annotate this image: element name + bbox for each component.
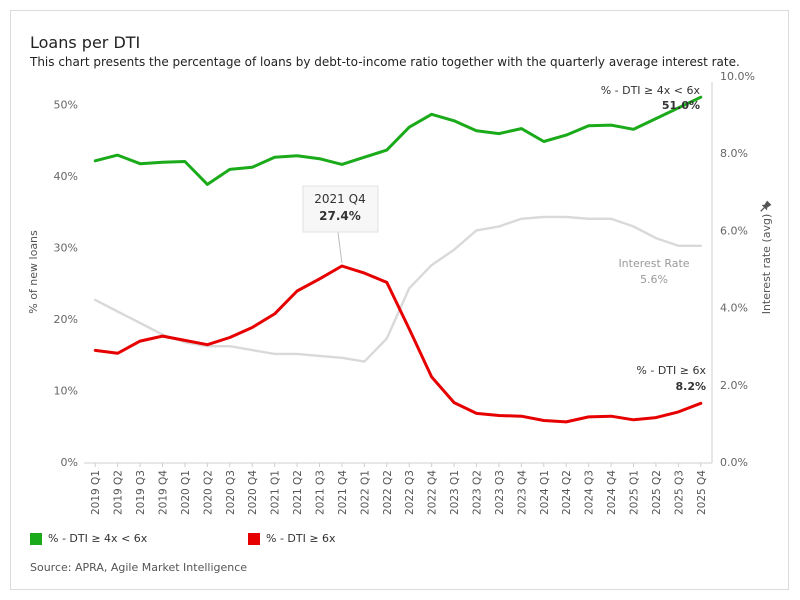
x-tick-label: 2023 Q1 (449, 470, 461, 515)
end-label-rate-value: 5.6% (640, 273, 668, 286)
x-tick-label: 2025 Q4 (696, 470, 708, 515)
chart-subtitle: This chart presents the percentage of lo… (30, 55, 740, 69)
x-tick-label: 2019 Q2 (113, 470, 125, 515)
y-tick-label: 0% (61, 456, 78, 469)
end-label-green-value: 51.0% (662, 99, 700, 112)
chart-frame (10, 10, 789, 590)
x-tick-label: 2025 Q3 (673, 470, 685, 515)
end-label-green-name: % - DTI ≥ 4x < 6x (601, 84, 701, 97)
x-tick-label: 2025 Q2 (651, 470, 663, 515)
y2-tick-label: 4.0% (720, 302, 748, 315)
y-axis-title: % of new loans (27, 230, 40, 314)
end-label-red-name: % - DTI ≥ 6x (636, 364, 706, 377)
x-tick-label: 2021 Q4 (337, 470, 349, 515)
x-tick-label: 2019 Q1 (90, 470, 102, 515)
x-tick-label: 2024 Q3 (584, 470, 596, 515)
y-tick-label: 30% (54, 241, 78, 254)
y-tick-label: 40% (54, 170, 78, 183)
series-line-0 (93, 95, 703, 186)
x-tick-label: 2020 Q4 (247, 470, 259, 515)
y-tick-label: 10% (54, 384, 78, 397)
y2-tick-label: 8.0% (720, 147, 748, 160)
legend-item-dti-4-6[interactable]: % - DTI ≥ 4x < 6x (30, 532, 147, 545)
source-note: Source: APRA, Agile Market Intelligence (30, 561, 248, 574)
series-line-1 (93, 264, 703, 424)
legend-item-dti-6[interactable]: % - DTI ≥ 6x (248, 532, 336, 545)
legend-label-dti-4-6: % - DTI ≥ 4x < 6x (48, 532, 148, 545)
annotation-box (302, 185, 379, 233)
y2-axis-title: Interest rate (avg) (760, 214, 773, 315)
y2-tick-label: 2.0% (720, 379, 748, 392)
x-tick-label: 2022 Q4 (427, 470, 439, 515)
x-tick-label: 2019 Q4 (158, 470, 170, 515)
y-tick-label: 50% (54, 98, 78, 111)
pin-icon-head (761, 200, 772, 211)
y2-tick-label: 6.0% (720, 224, 748, 237)
annotation-period: 2021 Q4 (314, 192, 365, 206)
y2-tick-label: 0.0% (720, 456, 748, 469)
chart-title: Loans per DTI (30, 33, 141, 52)
x-tick-label: 2024 Q4 (606, 470, 618, 515)
pin-icon-needle (760, 207, 765, 212)
x-tick-label: 2020 Q3 (225, 470, 237, 515)
x-tick-label: 2023 Q3 (494, 470, 506, 515)
series-line-2 (93, 215, 702, 363)
x-tick-label: 2022 Q2 (382, 470, 394, 515)
x-tick-label: 2020 Q2 (202, 470, 214, 515)
annotation-leader (337, 231, 343, 264)
legend-label-dti-6: % - DTI ≥ 6x (266, 532, 336, 545)
x-tick-label: 2025 Q1 (629, 470, 641, 515)
x-tick-label: 2021 Q1 (270, 470, 282, 515)
end-label-red-value: 8.2% (675, 380, 706, 393)
x-tick-label: 2024 Q1 (539, 470, 551, 515)
end-label-rate-name: Interest Rate (618, 257, 689, 270)
pin-icon (760, 200, 772, 212)
annotation-value: 27.4% (319, 209, 361, 223)
x-tick-label: 2021 Q3 (315, 470, 327, 515)
x-tick-label: 2022 Q3 (404, 470, 416, 515)
y2-tick-label: 10.0% (720, 70, 755, 83)
x-tick-label: 2024 Q2 (561, 470, 573, 515)
x-tick-label: 2020 Q1 (180, 470, 192, 515)
x-tick-label: 2022 Q1 (359, 470, 371, 515)
x-tick-label: 2023 Q4 (516, 470, 528, 515)
legend-swatch-green (30, 532, 42, 545)
legend-swatch-red (248, 532, 260, 545)
x-tick-label: 2021 Q2 (292, 470, 304, 515)
y-tick-label: 20% (54, 313, 78, 326)
x-tick-label: 2019 Q3 (135, 470, 147, 515)
x-tick-label: 2023 Q2 (472, 470, 484, 515)
